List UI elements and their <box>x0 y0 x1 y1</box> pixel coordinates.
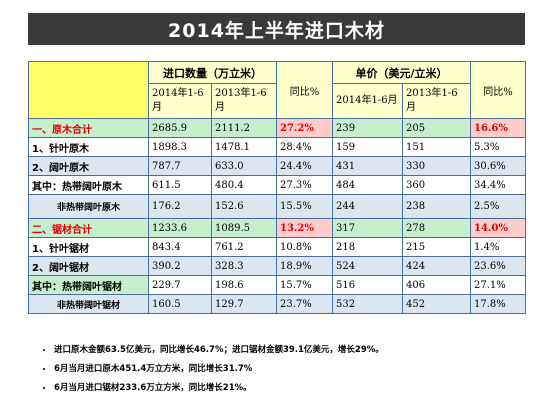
list-item: 6月当月进口原木451.4万立方米，同比增长31.7% <box>54 362 534 374</box>
cell-price-yoy: 27.1% <box>470 275 526 295</box>
table-row: 1、针叶原木 1898.3 1478.1 28.4% 159 151 5.3% <box>28 137 526 157</box>
cell-price-2014: 524 <box>332 256 403 276</box>
cell-price-yoy: 2.5% <box>470 194 526 219</box>
cell-price-yoy: 23.6% <box>470 256 526 276</box>
cell-volume-2013: 633.0 <box>211 156 277 176</box>
cell-volume-yoy: 10.8% <box>276 237 333 257</box>
table-row: 非热带阔叶锯材 160.5 129.7 23.7% 532 452 17.8% <box>28 294 526 314</box>
header-volume-yoy: 同比% <box>276 61 333 119</box>
cell-volume-2014: 390.2 <box>148 256 212 276</box>
cell-volume-2013: 761.2 <box>211 237 277 257</box>
cell-price-2013: 406 <box>402 275 471 295</box>
cell-price-2013: 151 <box>402 137 471 157</box>
header-volume: 进口数量（万立米） <box>148 61 277 84</box>
cell-volume-2013: 1089.5 <box>211 218 277 238</box>
cell-volume-2013: 328.3 <box>211 256 277 276</box>
cell-volume-2014: 787.7 <box>148 156 212 176</box>
row-label: 其中：热带阔叶锯材 <box>28 275 149 295</box>
cell-volume-2014: 843.4 <box>148 237 212 257</box>
cell-price-yoy: 14.0% <box>470 218 526 238</box>
cell-price-2013: 360 <box>402 175 471 195</box>
cell-volume-2013: 152.6 <box>211 194 277 219</box>
row-label: 1、针叶原木 <box>28 137 149 157</box>
cell-price-2014: 159 <box>332 137 403 157</box>
header-price-yoy: 同比% <box>470 61 526 119</box>
row-label: 二、锯材合计 <box>28 218 149 238</box>
cell-price-2013: 452 <box>402 294 471 314</box>
cell-volume-2014: 611.5 <box>148 175 212 195</box>
cell-volume-2014: 1233.6 <box>148 218 212 238</box>
cell-price-2014: 218 <box>332 237 403 257</box>
table-row: 其中：热带阔叶锯材 229.7 198.6 15.7% 516 406 27.1… <box>28 275 526 295</box>
table-row: 二、锯材合计 1233.6 1089.5 13.2% 317 278 14.0% <box>28 218 526 238</box>
cell-volume-2013: 480.4 <box>211 175 277 195</box>
list-item: 进口原木金额63.5亿美元，同比增长46.7%；进口锯材金额39.1亿美元，增长… <box>54 343 534 355</box>
row-label: 一、原木合计 <box>28 118 149 138</box>
cell-price-yoy: 34.4% <box>470 175 526 195</box>
header-price-2013: 2013年1-6月 <box>402 83 471 119</box>
notes-list: 进口原木金额63.5亿美元，同比增长46.7%；进口锯材金额39.1亿美元，增长… <box>40 343 534 400</box>
row-label: 其中：热带阔叶原木 <box>28 175 149 195</box>
cell-volume-2014: 160.5 <box>148 294 212 314</box>
cell-price-2013: 424 <box>402 256 471 276</box>
cell-volume-2013: 198.6 <box>211 275 277 295</box>
cell-price-yoy: 5.3% <box>470 137 526 157</box>
cell-price-yoy: 30.6% <box>470 156 526 176</box>
header-price-2014: 2014年1-6月 <box>332 83 403 119</box>
cell-price-yoy: 1.4% <box>470 237 526 257</box>
cell-price-2013: 215 <box>402 237 471 257</box>
page-title: 2014年上半年进口木材 <box>28 13 525 45</box>
header-volume-2014: 2014年1-6月 <box>148 83 212 119</box>
cell-price-2014: 532 <box>332 294 403 314</box>
table-row: 其中：热带阔叶原木 611.5 480.4 27.3% 484 360 34.4… <box>28 175 526 195</box>
cell-price-2014: 484 <box>332 175 403 195</box>
cell-volume-2014: 1898.3 <box>148 137 212 157</box>
table-row: 2、阔叶原木 787.7 633.0 24.4% 431 330 30.6% <box>28 156 526 176</box>
cell-volume-yoy: 18.9% <box>276 256 333 276</box>
cell-price-2014: 239 <box>332 118 403 138</box>
cell-price-yoy: 17.8% <box>470 294 526 314</box>
import-timber-table: 进口数量（万立米） 同比% 单价（美元/立米） 同比% 2014年1-6月 20… <box>28 61 526 314</box>
cell-volume-2013: 129.7 <box>211 294 277 314</box>
cell-volume-2014: 2685.9 <box>148 118 212 138</box>
row-label: 1、针叶锯材 <box>28 237 149 257</box>
table-row: 一、原木合计 2685.9 2111.2 27.2% 239 205 16.6% <box>28 118 526 138</box>
table-row: 1、针叶锯材 843.4 761.2 10.8% 218 215 1.4% <box>28 237 526 257</box>
cell-price-yoy: 16.6% <box>470 118 526 138</box>
table-row: 非热带阔叶原木 176.2 152.6 15.5% 244 238 2.5% <box>28 194 526 219</box>
row-label: 2、阔叶原木 <box>28 156 149 176</box>
cell-volume-yoy: 27.2% <box>276 118 333 138</box>
cell-volume-2014: 176.2 <box>148 194 212 219</box>
table-row: 2、阔叶锯材 390.2 328.3 18.9% 524 424 23.6% <box>28 256 526 276</box>
list-item: 6月当月进口锯材233.6万立方米，同比增长21%。 <box>54 381 534 393</box>
cell-price-2013: 330 <box>402 156 471 176</box>
cell-volume-2014: 229.7 <box>148 275 212 295</box>
cell-price-2014: 516 <box>332 275 403 295</box>
row-label: 2、阔叶锯材 <box>28 256 149 276</box>
cell-volume-yoy: 15.5% <box>276 194 333 219</box>
cell-volume-2013: 1478.1 <box>211 137 277 157</box>
cell-volume-yoy: 27.3% <box>276 175 333 195</box>
header-volume-2013: 2013年1-6月 <box>211 83 277 119</box>
row-label: 非热带阔叶锯材 <box>28 294 149 314</box>
cell-volume-yoy: 23.7% <box>276 294 333 314</box>
cell-volume-yoy: 24.4% <box>276 156 333 176</box>
cell-price-2013: 205 <box>402 118 471 138</box>
cell-volume-2013: 2111.2 <box>211 118 277 138</box>
header-price: 单价（美元/立米） <box>332 61 471 84</box>
cell-price-2013: 278 <box>402 218 471 238</box>
cell-price-2014: 244 <box>332 194 403 219</box>
cell-price-2014: 317 <box>332 218 403 238</box>
header-blank <box>28 61 149 119</box>
row-label: 非热带阔叶原木 <box>28 194 149 219</box>
cell-price-2013: 238 <box>402 194 471 219</box>
cell-volume-yoy: 13.2% <box>276 218 333 238</box>
cell-price-2014: 431 <box>332 156 403 176</box>
cell-volume-yoy: 15.7% <box>276 275 333 295</box>
cell-volume-yoy: 28.4% <box>276 137 333 157</box>
